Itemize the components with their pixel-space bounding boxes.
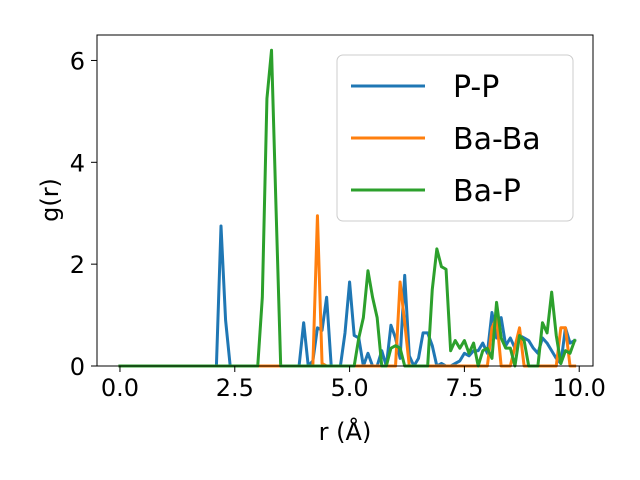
- y-tick-label: 0: [70, 353, 85, 381]
- x-axis-label: r (Å): [319, 417, 372, 446]
- legend-box: [336, 54, 574, 222]
- x-tick-label: 2.5: [216, 374, 254, 402]
- series-line-p-p: [118, 224, 577, 368]
- legend-items: P-P Ba-Ba Ba-P: [351, 70, 541, 209]
- x-axis-ticks: 0.0 2.5 5.0 7.5 10.0: [101, 366, 606, 402]
- legend-label-p-p: P-P: [453, 70, 499, 105]
- y-axis-ticks: 0 2 4 6: [70, 47, 97, 381]
- axes-frame: [96, 34, 594, 367]
- y-tick-label: 6: [70, 47, 85, 75]
- legend-label-ba-p: Ba-P: [453, 174, 521, 209]
- legend: P-P Ba-Ba Ba-P: [336, 54, 574, 222]
- x-tick-label: 10.0: [553, 374, 606, 402]
- x-tick-label: 7.5: [445, 374, 483, 402]
- legend-label-ba-ba: Ba-Ba: [453, 122, 541, 157]
- y-tick-label: 4: [70, 149, 85, 177]
- x-tick-label: 5.0: [331, 374, 369, 402]
- y-tick-label: 2: [70, 251, 85, 279]
- x-tick-label: 0.0: [101, 374, 139, 402]
- y-axis-label: g(r): [36, 178, 64, 222]
